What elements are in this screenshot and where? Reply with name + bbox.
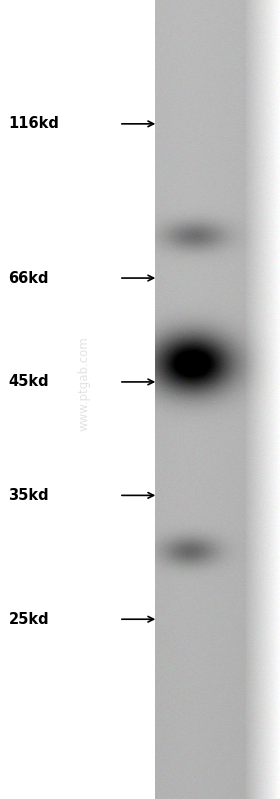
Text: 25kd: 25kd (8, 612, 49, 626)
Text: 116kd: 116kd (8, 117, 59, 131)
Text: 45kd: 45kd (8, 375, 49, 389)
Text: 66kd: 66kd (8, 271, 49, 285)
Text: www.ptgab.com: www.ptgab.com (78, 336, 90, 431)
Text: 35kd: 35kd (8, 488, 49, 503)
Bar (0, 0, 155, 799)
